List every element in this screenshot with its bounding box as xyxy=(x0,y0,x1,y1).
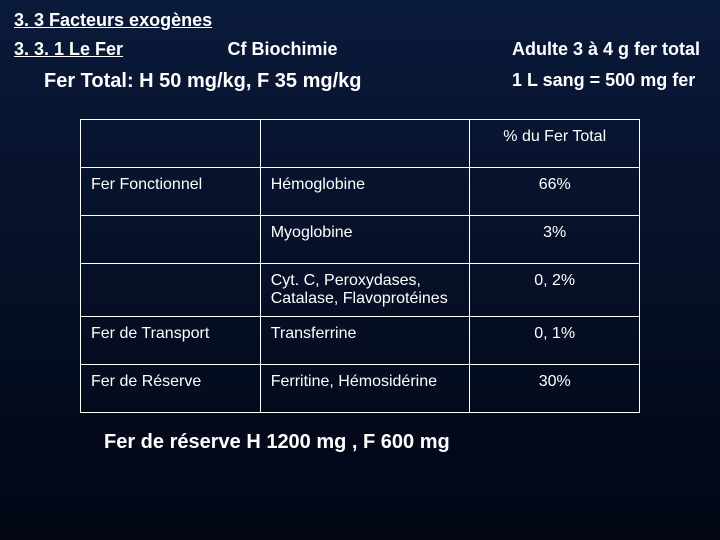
fer-distribution-table: % du Fer Total Fer FonctionnelHémoglobin… xyxy=(80,119,640,413)
component-cell: Ferritine, Hémosidérine xyxy=(260,365,470,413)
left-header: 3. 3. 1 Le Fer Cf Biochimie Fer Total: H… xyxy=(14,39,512,93)
category-cell xyxy=(81,264,261,317)
percent-cell: 3% xyxy=(470,216,640,264)
section-heading: 3. 3 Facteurs exogènes xyxy=(14,10,706,31)
component-cell: Cyt. C, Peroxydases, Catalase, Flavoprot… xyxy=(260,264,470,317)
right-header: Adulte 3 à 4 g fer total 1 L sang = 500 … xyxy=(512,39,706,101)
table-row: Fer FonctionnelHémoglobine66% xyxy=(81,168,640,216)
table-header-empty-2 xyxy=(260,120,470,168)
percent-cell: 30% xyxy=(470,365,640,413)
sub-heading: 3. 3. 1 Le Fer xyxy=(14,39,123,60)
table-header-percent: % du Fer Total xyxy=(470,120,640,168)
table-row: Cyt. C, Peroxydases, Catalase, Flavoprot… xyxy=(81,264,640,317)
footer-reserve-line: Fer de réserve H 1200 mg , F 600 mg xyxy=(104,431,706,454)
category-cell: Fer de Réserve xyxy=(81,365,261,413)
category-cell: Fer Fonctionnel xyxy=(81,168,261,216)
category-cell xyxy=(81,216,261,264)
table-row: Fer de TransportTransferrine0, 1% xyxy=(81,317,640,365)
component-cell: Transferrine xyxy=(260,317,470,365)
component-cell: Hémoglobine xyxy=(260,168,470,216)
percent-cell: 0, 1% xyxy=(470,317,640,365)
table-header-empty-1 xyxy=(81,120,261,168)
cf-biochimie-label: Cf Biochimie xyxy=(228,39,338,60)
fer-total-line: Fer Total: H 50 mg/kg, F 35 mg/kg xyxy=(44,70,512,93)
slide-container: 3. 3 Facteurs exogènes 3. 3. 1 Le Fer Cf… xyxy=(0,0,720,464)
percent-cell: 66% xyxy=(470,168,640,216)
category-cell: Fer de Transport xyxy=(81,317,261,365)
table-row: Myoglobine3% xyxy=(81,216,640,264)
table-container: % du Fer Total Fer FonctionnelHémoglobin… xyxy=(14,119,706,413)
sang-info: 1 L sang = 500 mg fer xyxy=(512,70,700,91)
percent-cell: 0, 2% xyxy=(470,264,640,317)
table-row: Fer de RéserveFerritine, Hémosidérine30% xyxy=(81,365,640,413)
adulte-info: Adulte 3 à 4 g fer total xyxy=(512,39,700,60)
table-header-row: % du Fer Total xyxy=(81,120,640,168)
component-cell: Myoglobine xyxy=(260,216,470,264)
header-row: 3. 3. 1 Le Fer Cf Biochimie Fer Total: H… xyxy=(14,39,706,101)
